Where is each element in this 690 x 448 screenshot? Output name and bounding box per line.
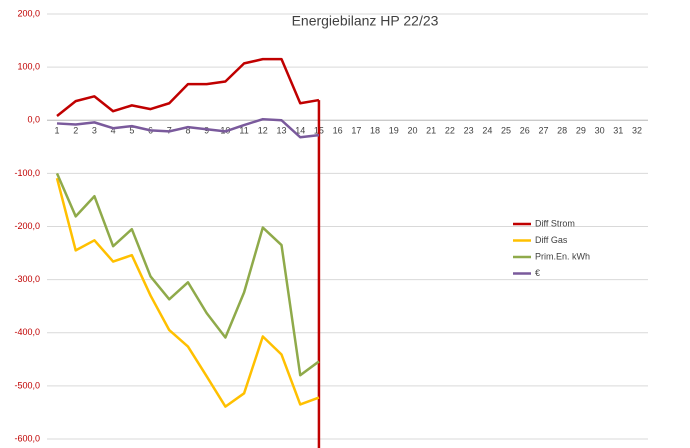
legend-label: Diff Gas [535,235,568,245]
legend-label: € [535,268,540,278]
x-tick-label: 5 [129,126,134,136]
x-tick-label: 1 [54,126,59,136]
x-tick-label: 32 [632,126,642,136]
y-tick-label: -300,0 [14,274,40,284]
x-tick-label: 22 [445,126,455,136]
x-tick-label: 31 [613,126,623,136]
x-tick-label: 19 [389,126,399,136]
x-tick-label: 25 [501,126,511,136]
y-tick-label: -100,0 [14,168,40,178]
x-tick-label: 28 [557,126,567,136]
x-tick-label: 29 [576,126,586,136]
x-tick-label: 17 [351,126,361,136]
x-tick-label: 18 [370,126,380,136]
x-tick-label: 20 [407,126,417,136]
y-tick-label: -600,0 [14,433,40,443]
series-line [56,117,320,139]
legend-label: Diff Strom [535,218,575,228]
x-tick-label: 27 [538,126,548,136]
series-line [56,57,320,117]
x-tick-label: 8 [185,126,190,136]
x-tick-label: 24 [482,126,492,136]
x-tick-label: 9 [204,126,209,136]
x-tick-label: 23 [464,126,474,136]
x-tick-label: 21 [426,126,436,136]
x-tick-label: 30 [595,126,605,136]
legend-label: Prim.En. kWh [535,251,590,261]
chart-title: Energiebilanz HP 22/23 [292,13,439,29]
y-tick-label: -400,0 [14,327,40,337]
y-tick-label: -500,0 [14,380,40,390]
x-tick-label: 11 [239,126,248,136]
series-line [55,172,320,377]
x-tick-label: 3 [92,126,97,136]
y-tick-label: -200,0 [14,221,40,231]
x-tick-label: 14 [295,126,305,136]
x-tick-label: 4 [111,126,116,136]
x-tick-label: 2 [73,126,78,136]
y-tick-label: 100,0 [17,62,40,72]
y-tick-label: 0,0 [27,115,40,125]
series-line [55,177,320,408]
y-tick-label: 200,0 [17,8,40,18]
x-tick-label: 26 [520,126,530,136]
x-tick-label: 12 [258,126,268,136]
x-tick-label: 13 [277,126,287,136]
x-tick-label: 16 [333,126,343,136]
